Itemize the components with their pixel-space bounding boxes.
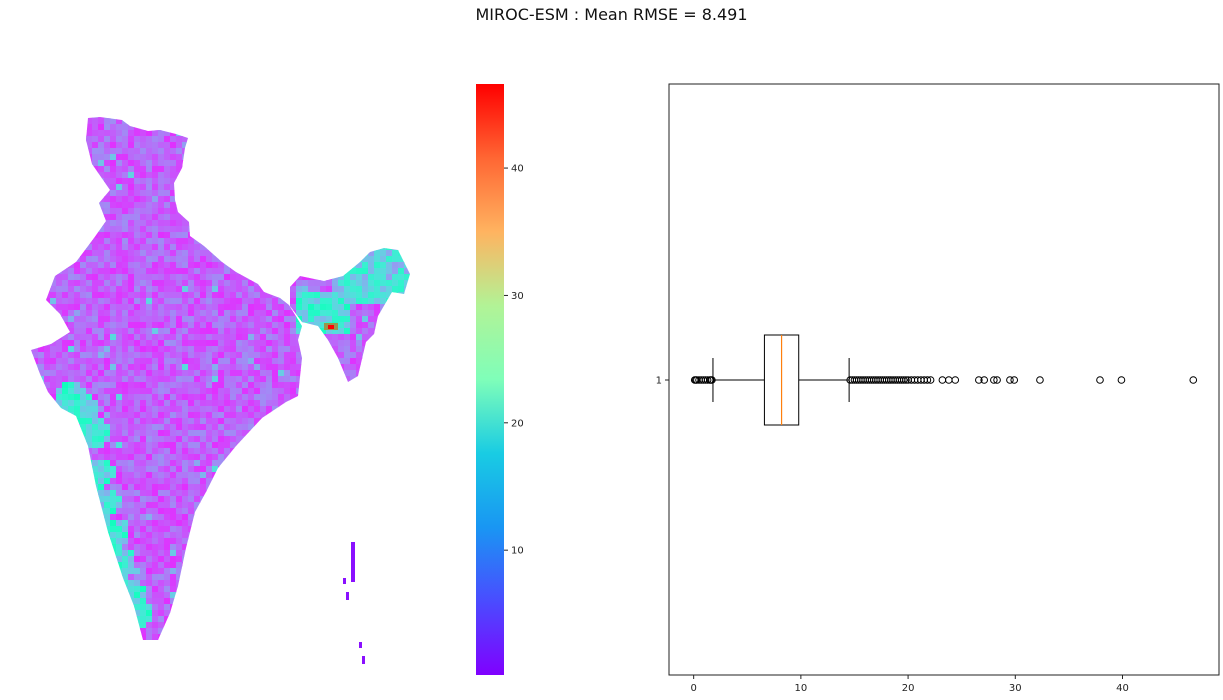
heatmap-cells — [31, 117, 410, 640]
colorbar-tick-label: 20 — [511, 418, 524, 429]
outlier-point — [990, 376, 998, 384]
outlier-point — [902, 376, 910, 384]
x-tick-label: 30 — [1009, 683, 1022, 694]
outlier-point — [1096, 376, 1104, 384]
boxplot: 0 10 20 30 40 1 — [656, 83, 1220, 694]
colorbar-tick-label: 30 — [511, 291, 524, 302]
outlier-point — [938, 376, 947, 384]
outlier-point — [1117, 376, 1126, 384]
outlier-point — [1006, 376, 1014, 384]
heatmap-island-cells — [351, 542, 355, 582]
outlier-point — [1036, 376, 1044, 384]
colorbar-gradient — [476, 84, 504, 675]
outlier-point — [975, 376, 983, 384]
outlier-point — [980, 376, 989, 384]
figure-title: MIROC-ESM : Mean RMSE = 8.491 — [475, 5, 748, 24]
heatmap-island-cells — [346, 592, 349, 600]
outlier-point — [899, 376, 908, 384]
outlier-point — [951, 376, 960, 384]
outlier-point — [923, 376, 932, 384]
outlier-point — [945, 376, 953, 384]
rmse-heatmap — [31, 117, 410, 664]
heatmap-max-cell — [328, 325, 334, 329]
y-tick-label: 1 — [656, 376, 662, 387]
x-tick-label: 40 — [1116, 683, 1129, 694]
colorbar-tick-label: 40 — [511, 164, 524, 175]
outlier-point — [993, 376, 1001, 384]
heatmap-island-cells — [362, 656, 365, 664]
outlier-point — [1010, 376, 1019, 384]
colorbar: 10 20 30 40 — [476, 84, 524, 675]
colorbar-tick-label: 10 — [511, 546, 524, 557]
outlier-point — [708, 376, 716, 384]
heatmap-island-cells — [359, 642, 362, 648]
outlier-point — [703, 376, 712, 384]
x-tick-label: 10 — [795, 683, 808, 694]
outlier-point — [926, 376, 935, 384]
heatmap-island-cells — [343, 578, 346, 584]
x-tick-label: 20 — [902, 683, 915, 694]
x-tick-label: 0 — [690, 683, 696, 694]
outlier-point — [1189, 376, 1198, 384]
